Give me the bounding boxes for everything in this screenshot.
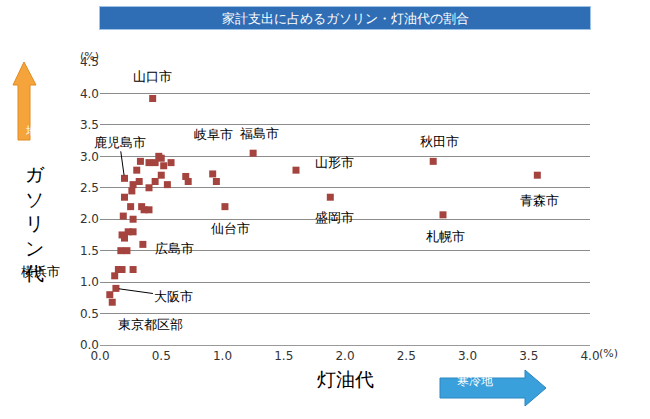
- svg-text:秋田市: 秋田市: [420, 134, 459, 149]
- svg-text:3.5: 3.5: [519, 349, 538, 363]
- svg-text:寒冷地: 寒冷地: [457, 374, 493, 388]
- svg-text:4.0: 4.0: [580, 349, 599, 363]
- svg-text:0.0: 0.0: [80, 338, 99, 352]
- svg-text:1.0: 1.0: [80, 275, 99, 289]
- svg-text:2.0: 2.0: [335, 349, 354, 363]
- svg-text:4.0: 4.0: [80, 87, 99, 101]
- svg-text:岐阜市: 岐阜市: [194, 127, 233, 142]
- svg-text:3.5: 3.5: [80, 118, 99, 132]
- svg-text:2.5: 2.5: [397, 349, 416, 363]
- svg-text:0.5: 0.5: [152, 349, 171, 363]
- svg-text:2.0: 2.0: [80, 212, 99, 226]
- svg-text:鹿児島市: 鹿児島市: [94, 135, 146, 150]
- svg-text:0.5: 0.5: [80, 307, 99, 321]
- svg-text:1.5: 1.5: [274, 349, 293, 363]
- svg-text:灯油代: 灯油代: [317, 368, 374, 390]
- svg-text:1.0: 1.0: [213, 349, 232, 363]
- svg-text:札幌市: 札幌市: [426, 229, 465, 244]
- svg-text:地方: 地方: [25, 124, 38, 154]
- svg-text:1.5: 1.5: [80, 244, 99, 258]
- svg-text:福島市: 福島市: [240, 126, 279, 141]
- svg-text:家計支出に占めるガソリン・灯油代の割合: 家計支出に占めるガソリン・灯油代の割合: [222, 11, 469, 26]
- svg-text:2.5: 2.5: [80, 181, 99, 195]
- svg-text:広島市: 広島市: [155, 241, 194, 256]
- svg-text:大阪市: 大阪市: [154, 289, 193, 304]
- svg-text:0.0: 0.0: [90, 349, 109, 363]
- svg-text:盛岡市: 盛岡市: [315, 210, 354, 225]
- svg-text:(%): (%): [599, 347, 618, 360]
- svg-text:横浜市: 横浜市: [21, 264, 60, 279]
- svg-text:4.5: 4.5: [80, 55, 99, 69]
- svg-text:山口市: 山口市: [133, 69, 172, 84]
- svg-text:3.0: 3.0: [80, 150, 99, 164]
- svg-text:東京都区部: 東京都区部: [118, 317, 183, 332]
- svg-text:(%): (%): [80, 50, 99, 63]
- svg-text:仙台市: 仙台市: [211, 221, 250, 236]
- svg-text:青森市: 青森市: [520, 193, 559, 208]
- svg-text:ガソリン代: ガソリン代: [24, 163, 45, 284]
- svg-text:3.0: 3.0: [458, 349, 477, 363]
- svg-text:山形市: 山形市: [315, 155, 354, 170]
